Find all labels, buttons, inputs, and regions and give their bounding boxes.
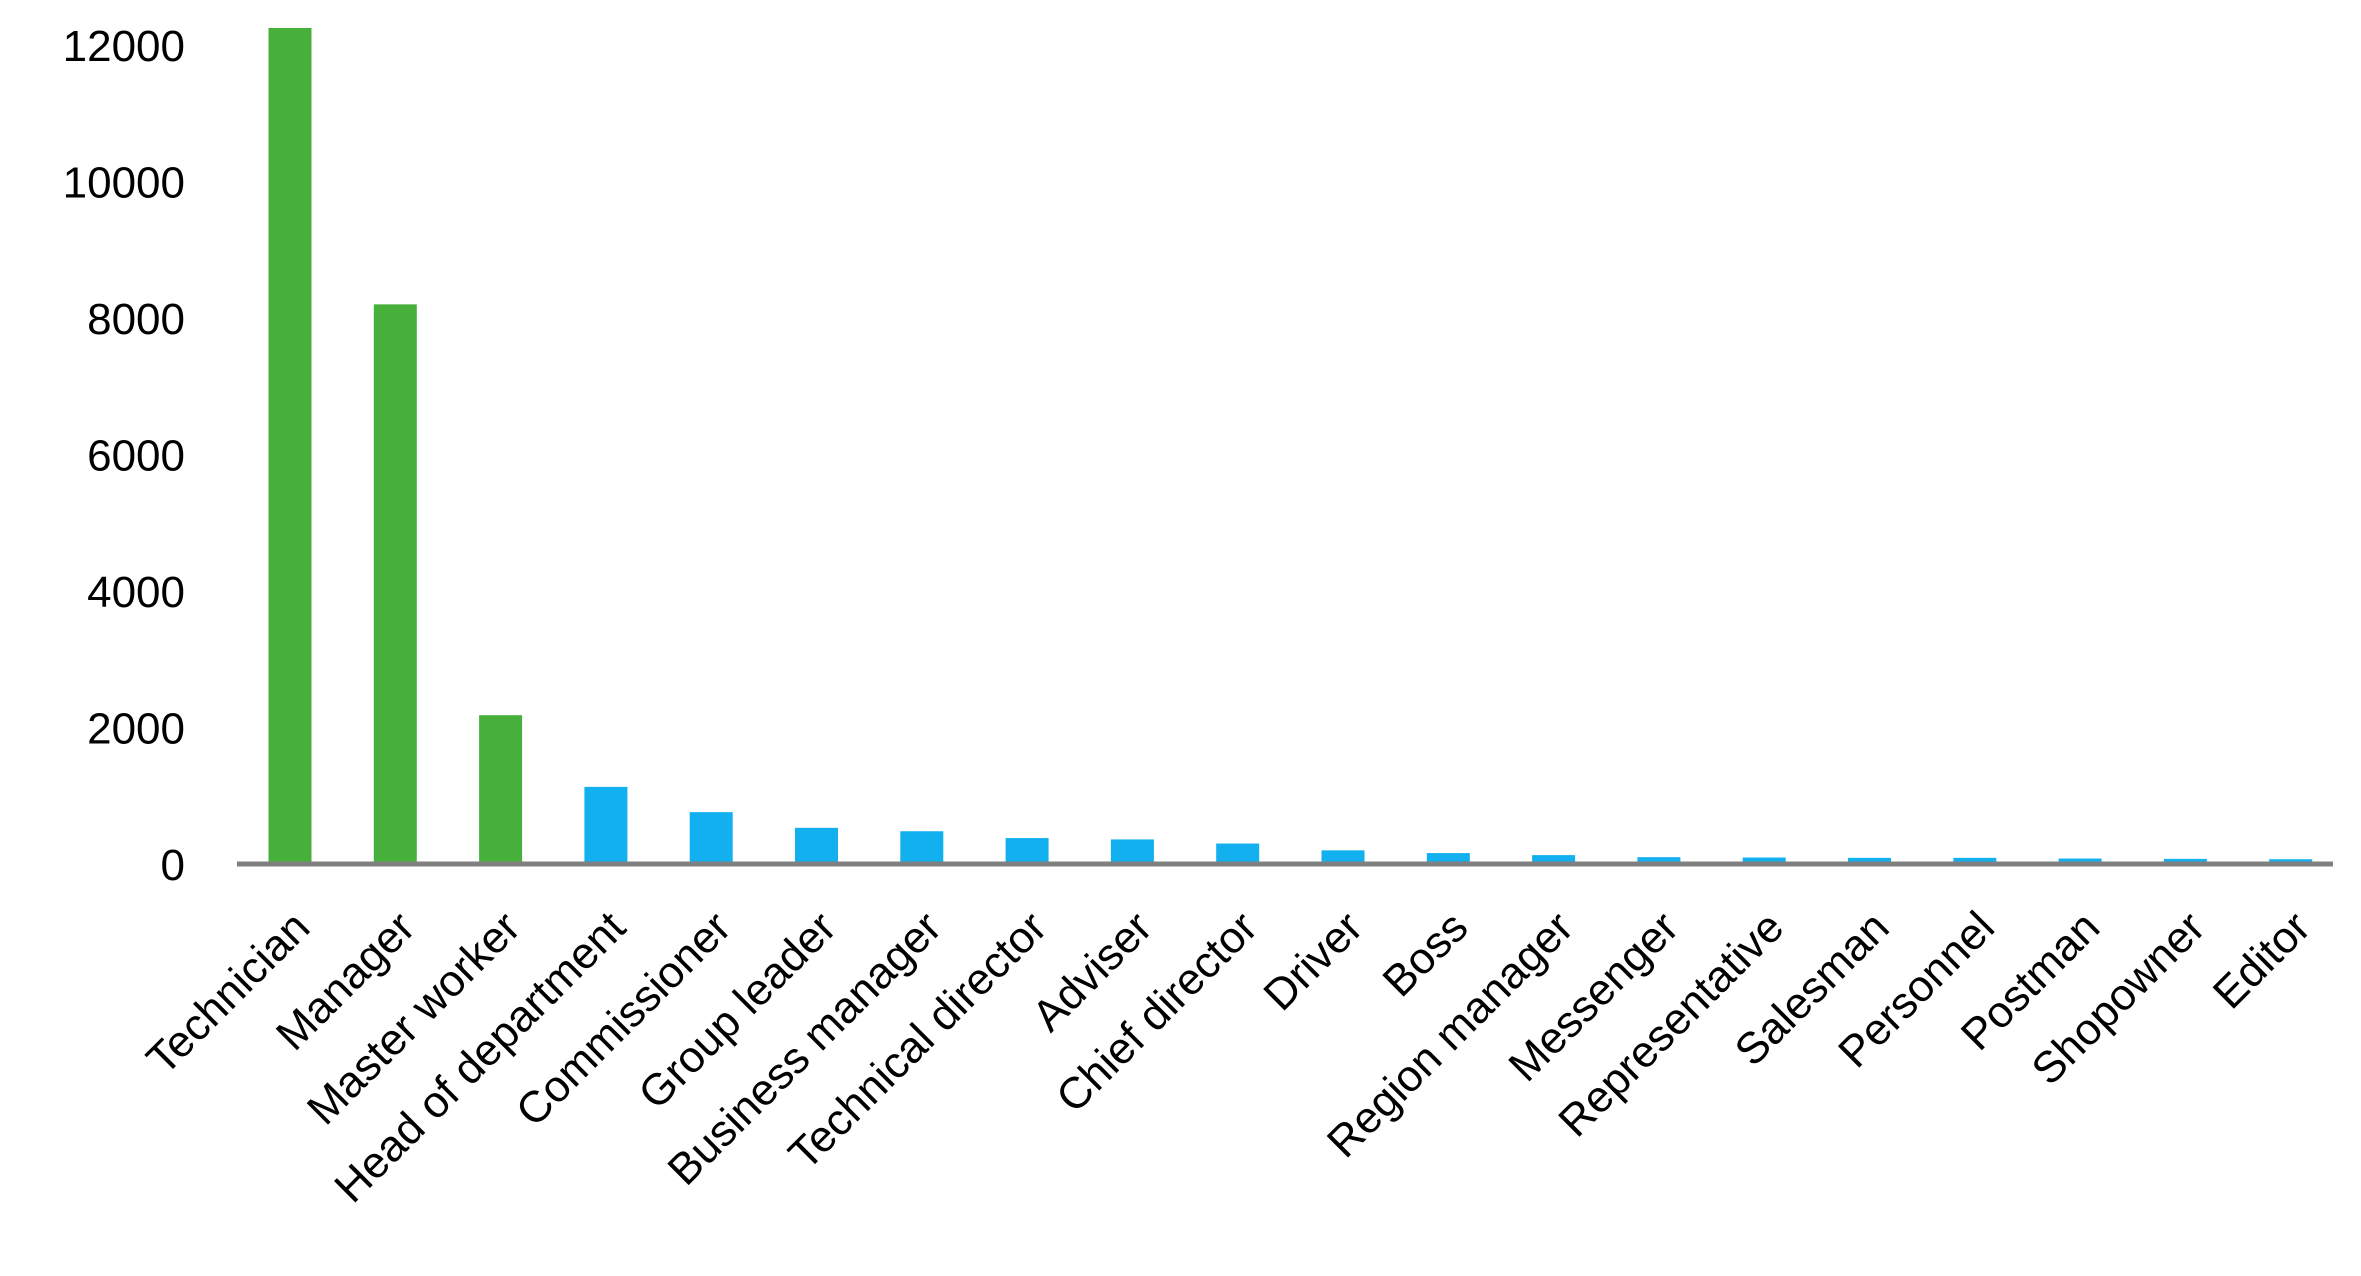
bar [1321,850,1365,864]
x-tick-label: Driver [1254,902,1372,1020]
y-tick-label: 12000 [63,22,185,71]
bar [1637,857,1681,864]
y-tick-label: 10000 [63,159,185,208]
bar [1848,857,1891,864]
bars [268,27,2313,865]
x-tick-label: Editor [2204,902,2320,1018]
bar [689,812,733,864]
bar [1005,838,1049,864]
bar [2163,858,2207,864]
bar [2058,858,2102,864]
y-tick-label: 4000 [87,568,185,617]
bar [1110,839,1154,864]
bar [584,786,628,864]
bar [373,304,417,865]
bar [1742,857,1786,864]
bar [479,715,523,864]
y-tick-label: 8000 [87,295,185,344]
bar [1426,853,1470,864]
bar [1953,857,1997,864]
bar [1216,843,1260,864]
bar [268,27,312,864]
bar [795,827,838,864]
y-tick-label: 0 [161,841,185,890]
y-tick-label: 6000 [87,432,185,481]
bar [900,831,944,864]
y-tick-label: 2000 [87,705,185,754]
x-tick-label: Technician [137,902,319,1084]
bar [1532,855,1576,864]
y-axis-ticks: 0 2000 4000 6000 8000 10000 12000 [63,22,185,890]
